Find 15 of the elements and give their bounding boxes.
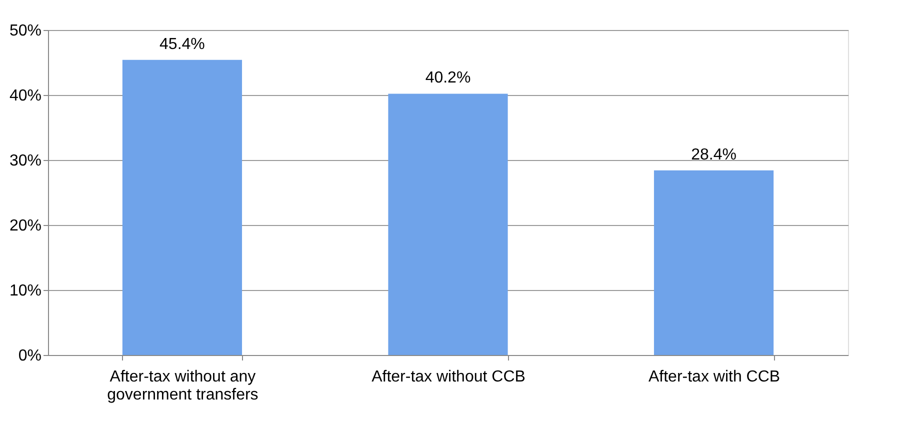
y-tick-label: 50% [9, 22, 42, 40]
bar [388, 94, 508, 355]
bar [122, 60, 242, 355]
y-tick-label: 20% [9, 218, 42, 234]
y-tick-label: 30% [9, 152, 42, 170]
y-tick-label: 0% [18, 348, 42, 364]
y-tick-label: 40% [9, 88, 42, 104]
x-tick-label: After-tax without CCB [372, 368, 526, 386]
data-label: 40.2% [425, 70, 471, 87]
data-label: 45.4% [160, 36, 205, 53]
y-tick-label: 10% [9, 282, 42, 300]
x-tick-label: After-tax without any government transfers [107, 368, 258, 404]
bar [654, 170, 774, 355]
x-tick-label: After-tax with CCB [648, 368, 780, 386]
data-label: 28.4% [691, 146, 736, 164]
